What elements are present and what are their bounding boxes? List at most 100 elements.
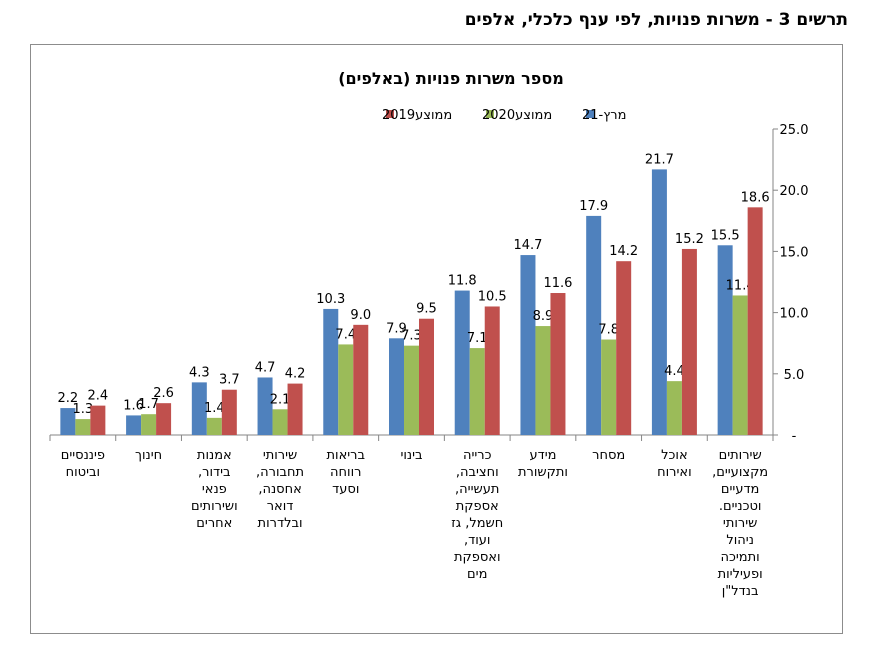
bar-5-series-0 [419, 318, 434, 435]
category-label-line: אחרים [196, 516, 232, 531]
bar-4-series-2 [454, 290, 470, 435]
bar-8-series-0 [221, 389, 237, 435]
bar-1-series-1 [666, 381, 682, 435]
category-label-line: דואר [267, 499, 294, 514]
bar-10-series-2 [60, 408, 76, 435]
data-label-4-series-2: 11.8 [448, 274, 477, 289]
bar-9-series-1 [141, 414, 157, 435]
bar-0-series-1 [732, 295, 748, 435]
data-label-9-series-1: 1.7 [138, 397, 159, 412]
data-label-8-series-1: 1.4 [204, 401, 225, 416]
data-label-9-series-2: 1.6 [123, 398, 144, 413]
category-label-line: וטכניים. [719, 499, 762, 514]
category-label-line: ועוד, [464, 533, 490, 548]
data-label-7-series-2: 4.7 [255, 360, 276, 375]
category-label-10: פיננסיים וביטוח [61, 448, 105, 480]
data-label-9-series-0: 2.6 [153, 386, 174, 401]
category-label-line: ותקשורת [518, 465, 568, 480]
bar-6-series-1 [338, 344, 354, 435]
category-label-line: פנאי [202, 482, 227, 497]
data-label-7-series-0: 4.2 [285, 367, 306, 382]
bar-3-series-2 [520, 255, 536, 435]
category-label-line: ואירוח [657, 465, 692, 480]
category-label-line: בינוי [400, 448, 422, 463]
bar-4-series-0 [484, 306, 500, 435]
data-label-5-series-2: 7.9 [386, 321, 407, 336]
data-label-8-series-0: 3.7 [219, 373, 240, 388]
bar-7-series-1 [272, 409, 288, 435]
data-label-6-series-0: 9.0 [350, 308, 371, 323]
bar-1-series-0 [681, 248, 697, 435]
category-label-line: שירותי [263, 448, 297, 463]
category-label-line: תחבורה, [256, 465, 304, 480]
y-tick-label-5: 25.0 [780, 123, 809, 138]
category-label-line: מסחר [592, 448, 625, 463]
y-tick-label-3: 15.0 [780, 245, 809, 260]
bar-5-series-2 [389, 338, 404, 435]
category-label-line: תעשייה, [455, 482, 499, 497]
category-label-line: פיננסיים [61, 448, 105, 463]
category-label-3: מידע ותקשורת [518, 448, 568, 480]
category-label-line: בידור, [198, 465, 231, 480]
category-label-line: בנדל"ן [722, 584, 759, 599]
category-label-line: ניהול [726, 533, 754, 548]
category-label-4: כרייה וחציבה, תעשייה, אספקת חשמל, גז ועוד, ואס… [451, 448, 503, 582]
data-label-2-series-1: 7.8 [598, 323, 619, 338]
category-label-7: שירותי תחבורה, אחסנה, דואר ובלדרות [256, 448, 304, 531]
data-label-3-series-2: 14.7 [513, 238, 542, 253]
category-label-1: אוכל ואירוח [657, 448, 692, 480]
bar-1-series-2 [651, 169, 667, 435]
bar-9-series-2 [126, 415, 142, 435]
legend-label-2: מרץ-21 [582, 108, 626, 123]
y-tick-label-4: 20.0 [780, 184, 809, 199]
category-label-line: ותמיכה [721, 550, 760, 565]
bar-2-series-0 [616, 261, 632, 435]
data-label-0-series-1: 11.4 [726, 278, 755, 293]
bar-2-series-2 [586, 215, 602, 435]
data-label-8-series-2: 4.3 [189, 365, 210, 380]
category-label-line: אמנות [197, 448, 232, 463]
data-label-5-series-1: 7.3 [401, 329, 422, 344]
bar-7-series-0 [287, 383, 303, 435]
category-label-8: אמנות בידור, פנאי ושירותים אחרים [191, 448, 238, 531]
category-label-5: בינוי [400, 448, 422, 463]
data-label-4-series-0: 10.5 [478, 289, 507, 304]
bar-8-series-1 [206, 417, 222, 435]
y-tick-label-1: 5.0 [784, 368, 805, 383]
category-label-line: כרייה [463, 448, 492, 463]
category-label-line: ובלדרות [258, 516, 303, 531]
category-label-line: חינוך [135, 448, 162, 463]
category-label-6: בריאות רווחה וסעד [326, 448, 365, 497]
legend-swatch-1 [486, 110, 494, 118]
legend-swatch-2 [586, 110, 594, 118]
bar-3-series-1 [535, 326, 551, 435]
bar-2-series-1 [601, 339, 617, 435]
bar-10-series-1 [75, 419, 91, 435]
data-label-2-series-0: 14.2 [609, 244, 638, 259]
legend-label-1: ממוצע2020 [482, 108, 552, 123]
category-label-line: וביטוח [66, 465, 100, 480]
category-label-line: מקצועיים, [712, 465, 768, 480]
data-label-4-series-1: 7.1 [467, 331, 488, 346]
figure-title: תרשים 3 - משרות פנויות, לפי ענף כלכלי, א… [464, 10, 848, 30]
category-label-line: בריאות [326, 448, 365, 463]
category-label-line: ואספקת [454, 550, 501, 565]
data-label-3-series-1: 8.9 [533, 309, 554, 324]
category-label-line: אספקת [456, 499, 499, 514]
data-label-10-series-1: 1.3 [73, 402, 94, 417]
data-label-2-series-2: 17.9 [579, 199, 608, 214]
data-label-1-series-2: 21.7 [645, 152, 674, 167]
bar-9-series-0 [156, 403, 172, 435]
legend-swatch-0 [386, 110, 394, 118]
category-label-0: שירותים מקצועיים, מדעיים וטכניים. שירותי ניהו… [712, 448, 768, 599]
category-label-9: חינוך [135, 448, 162, 463]
bar-3-series-0 [550, 293, 566, 435]
data-label-1-series-0: 15.2 [675, 232, 704, 247]
chart-title: מספר משרות פנויות (באלפים) [338, 69, 564, 88]
category-label-2: מסחר [592, 448, 625, 463]
bar-8-series-2 [191, 382, 207, 435]
data-label-10-series-0: 2.4 [88, 389, 109, 404]
bar-7-series-2 [257, 377, 273, 435]
category-label-line: שירותים [719, 448, 762, 463]
